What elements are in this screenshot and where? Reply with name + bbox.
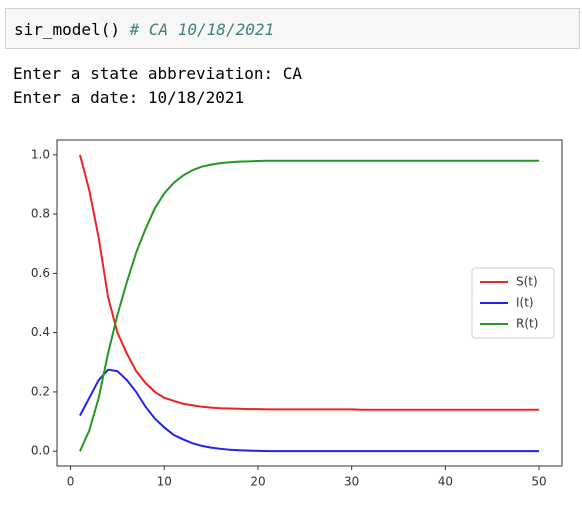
series-line [79,368,540,453]
x-tick-label: 50 [531,475,546,489]
y-tick-label: 0.6 [31,266,50,280]
legend-label: I(t) [516,296,534,310]
y-tick-label: 0.0 [31,444,50,458]
series-line [79,159,540,452]
code-cell[interactable]: sir_model() # CA 10/18/2021 [5,8,580,49]
y-tick-label: 1.0 [31,147,50,161]
chart: 0.0 0.2 0.4 0.6 0.8 1.0 0 10 20 30 40 50 S(t) I(t) R(t… [31,139,563,489]
y-tick-label: 0.2 [31,384,50,398]
output-line: Enter a state abbreviation: CA [13,64,302,83]
code-comment: # CA 10/18/2021 [129,20,275,39]
x-tick-label: 0 [67,475,75,489]
x-tick-label: 40 [438,475,453,489]
y-tick-label: 0.4 [31,325,50,339]
axes-frame [56,139,563,467]
x-tick-label: 10 [157,475,172,489]
output-line: Enter a date: 10/18/2021 [13,88,245,107]
code: sir_model() [14,20,120,39]
legend-box [471,267,555,339]
y-tick-label: 0.8 [31,207,50,221]
x-tick-label: 30 [344,475,359,489]
legend-label: R(t) [516,317,538,331]
x-tick-label: 20 [250,475,265,489]
series-line [78,154,540,411]
legend-label: S(t) [516,275,538,289]
